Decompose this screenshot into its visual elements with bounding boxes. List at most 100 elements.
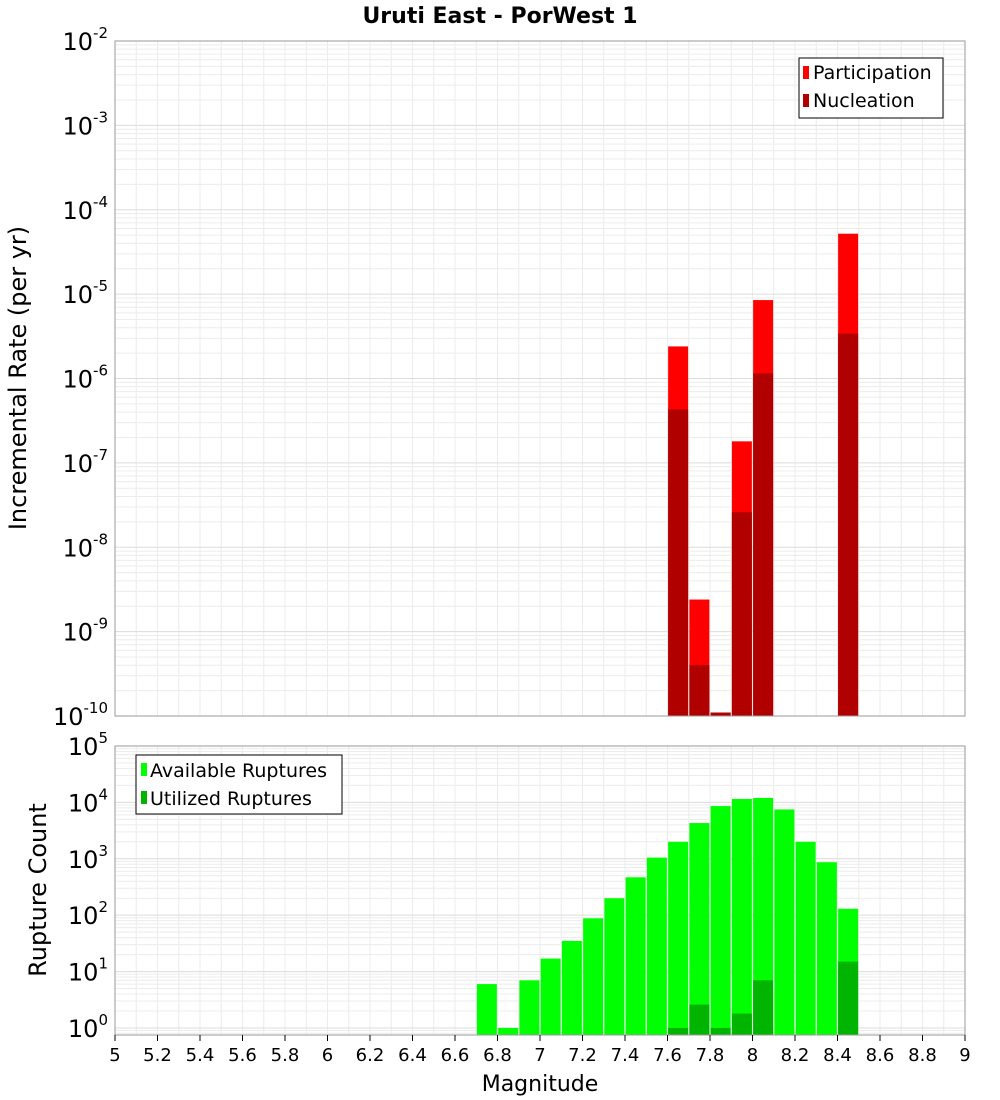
- top-y-tick-label: 10-2: [62, 24, 108, 56]
- x-tick-label: 9: [959, 1045, 970, 1066]
- top-bar-nucleation-1: [689, 665, 710, 716]
- top-y-tick-label: 10-5: [62, 277, 108, 309]
- y-tick-exponent: -6: [93, 362, 108, 380]
- bottom-bar-utilized-ruptures-4: [753, 980, 774, 1035]
- bottom-bar-available-ruptures-13: [753, 797, 774, 1035]
- bottom-y-tick-label: 100: [68, 1011, 108, 1043]
- top-y-tick-label: 10-3: [62, 108, 108, 140]
- bottom-bar-utilized-ruptures-1: [689, 1004, 710, 1035]
- bottom-y-tick-label: 101: [68, 955, 108, 987]
- y-tick-exponent: -2: [93, 24, 108, 42]
- y-tick-base: 10: [68, 789, 99, 817]
- x-tick-label: 8: [747, 1045, 758, 1066]
- top-y-tick-label: 10-8: [62, 530, 108, 562]
- top-y-tick-label: 10-6: [62, 362, 108, 394]
- bottom-bar-available-ruptures-10: [689, 823, 710, 1035]
- x-axis-label: Magnitude: [482, 1072, 599, 1097]
- y-tick-exponent: -3: [93, 108, 108, 126]
- x-tick-label: 6.4: [398, 1045, 427, 1066]
- y-tick-base: 10: [53, 703, 84, 731]
- y-tick-base: 10: [68, 846, 99, 874]
- bottom-bar-available-ruptures-3: [540, 958, 561, 1035]
- x-tick-label: 5.2: [143, 1045, 172, 1066]
- top-bar-nucleation-0: [668, 409, 689, 716]
- x-tick-label: 5.6: [228, 1045, 257, 1066]
- bottom-bar-available-ruptures-4: [561, 940, 582, 1035]
- bottom-bar-available-ruptures-7: [625, 877, 646, 1035]
- bottom-bar-available-ruptures-11: [710, 806, 731, 1035]
- top-y-axis-label: Incremental Rate (per yr): [4, 226, 32, 530]
- y-tick-base: 10: [62, 619, 93, 647]
- x-tick-label: 7.6: [653, 1045, 682, 1066]
- y-tick-exponent: -7: [93, 446, 108, 464]
- top-y-tick-label: 10-7: [62, 446, 108, 478]
- x-tick-label: 8.8: [908, 1045, 937, 1066]
- y-tick-base: 10: [62, 28, 93, 56]
- y-tick-exponent: -9: [93, 615, 108, 633]
- y-tick-exponent: -4: [93, 193, 108, 211]
- y-tick-base: 10: [62, 366, 93, 394]
- bottom-bar-utilized-ruptures-2: [710, 1027, 731, 1035]
- x-tick-label: 6.6: [441, 1045, 470, 1066]
- bottom-bar-available-ruptures-0: [476, 984, 497, 1035]
- top-bar-nucleation-5: [838, 333, 859, 716]
- top-y-tick-label: 10-4: [62, 193, 108, 225]
- x-tick-label: 7: [534, 1045, 545, 1066]
- top-bar-nucleation-2: [710, 712, 731, 716]
- legend-label-available: Available Ruptures: [150, 760, 327, 782]
- x-tick-label: 5: [109, 1045, 120, 1066]
- bottom-bar-available-ruptures-16: [816, 862, 837, 1035]
- y-tick-base: 10: [68, 902, 99, 930]
- y-tick-base: 10: [62, 112, 93, 140]
- top-y-tick-label: 10-10: [53, 699, 108, 731]
- bottom-bar-utilized-ruptures-3: [731, 1013, 752, 1035]
- y-tick-base: 10: [68, 1015, 99, 1043]
- top-y-tick-label: 10-9: [62, 615, 108, 647]
- y-tick-base: 10: [62, 450, 93, 478]
- y-tick-exponent: 0: [98, 1011, 108, 1029]
- legend-label-participation: Participation: [813, 62, 932, 84]
- legend-swatch-participation: [803, 66, 809, 79]
- bottom-y-tick-label: 105: [68, 729, 108, 761]
- y-tick-exponent: 1: [98, 955, 108, 973]
- bottom-bar-available-ruptures-6: [604, 898, 625, 1035]
- bottom-bar-available-ruptures-9: [668, 841, 689, 1035]
- x-tick-label: 8.4: [823, 1045, 852, 1066]
- bottom-bar-available-ruptures-5: [583, 918, 604, 1035]
- legend-label-nucleation: Nucleation: [813, 90, 915, 112]
- bottom-legend-box: [135, 754, 343, 815]
- bottom-bar-available-ruptures-1: [498, 1027, 519, 1035]
- bottom-bar-utilized-ruptures-0: [668, 1027, 689, 1035]
- x-tick-label: 6.8: [483, 1045, 512, 1066]
- y-tick-base: 10: [68, 733, 99, 761]
- legend-swatch-available: [141, 763, 147, 776]
- bottom-y-axis-label: Rupture Count: [24, 803, 52, 977]
- y-tick-base: 10: [62, 281, 93, 309]
- bottom-bar-available-ruptures-8: [646, 857, 667, 1035]
- x-tick-label: 8.6: [866, 1045, 895, 1066]
- x-tick-label: 8.2: [781, 1045, 810, 1066]
- legend-swatch-nucleation: [803, 94, 809, 107]
- y-tick-base: 10: [62, 534, 93, 562]
- x-tick-label: 7.2: [568, 1045, 597, 1066]
- y-tick-exponent: 2: [98, 898, 108, 916]
- y-tick-base: 10: [68, 959, 99, 987]
- y-tick-exponent: -5: [93, 277, 108, 295]
- bottom-bar-available-ruptures-14: [774, 809, 795, 1035]
- top-legend: Participation Nucleation: [798, 57, 944, 119]
- x-ticks: 5 5.2 5.4 5.6 5.8 6 6.2 6.4 6.6 6.8 7 7.2 7.4 7.6 7.8 8…: [109, 1035, 971, 1066]
- top-gridlines: [114, 41, 966, 717]
- bottom-bars: [476, 797, 859, 1035]
- top-bars: [668, 233, 859, 716]
- bottom-bar-utilized-ruptures-5: [838, 961, 859, 1035]
- top-bar-nucleation-3: [731, 512, 752, 716]
- bottom-bar-available-ruptures-15: [795, 841, 816, 1035]
- bottom-legend: Available Ruptures Utilized Ruptures: [135, 754, 343, 815]
- bottom-bar-available-ruptures-2: [519, 980, 540, 1035]
- x-tick-label: 7.4: [611, 1045, 640, 1066]
- top-legend-box: [798, 57, 944, 119]
